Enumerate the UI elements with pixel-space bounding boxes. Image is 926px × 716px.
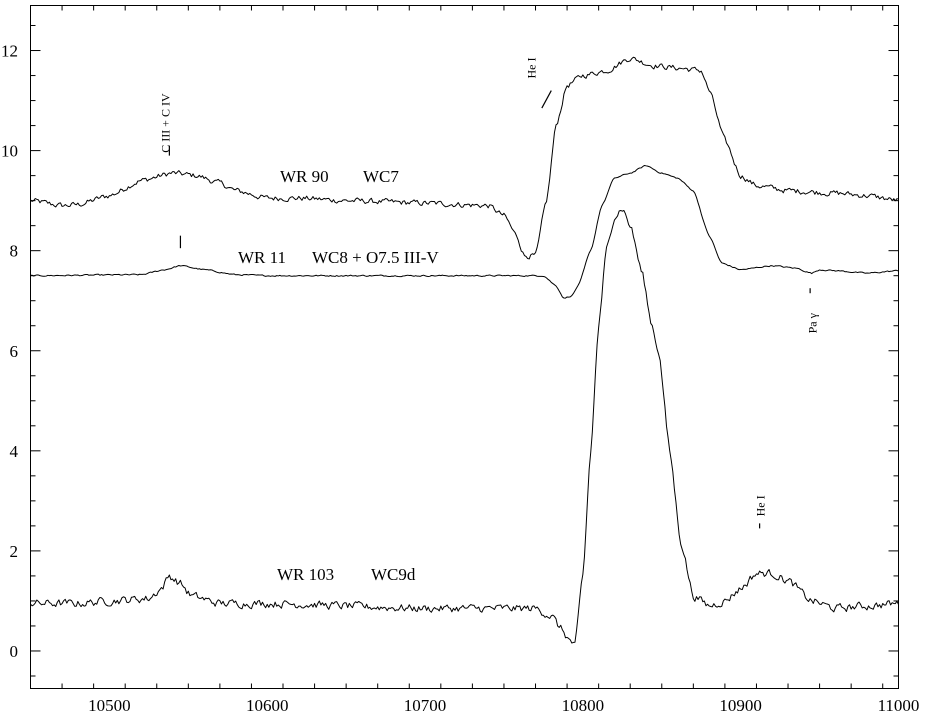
x-tick-label: 11000 — [878, 696, 920, 715]
pagamma-annotation-label: Pa γ — [805, 312, 819, 333]
y-tick-label: 10 — [1, 142, 18, 161]
line-annotations: C III + C IV He I Pa γ He I — [158, 58, 819, 529]
wr103-type-label: WC9d — [371, 565, 416, 584]
x-tick-label: 10600 — [246, 696, 289, 715]
y-tick-label: 2 — [10, 542, 19, 561]
x-tick-label: 10900 — [719, 696, 762, 715]
y-tick-label: 6 — [10, 342, 19, 361]
hei_top-annotation-label: He I — [525, 58, 539, 79]
wr90-spectrum-line — [30, 56, 899, 260]
wr11-spectrum-line — [30, 164, 899, 299]
x-tick-labels: 10500 10600 10700 10800 10900 11000 — [88, 696, 919, 715]
hei_bottom-annotation-label: He I — [753, 495, 767, 516]
axis-ticks — [30, 5, 899, 689]
x-tick-label: 10700 — [404, 696, 447, 715]
y-tick-labels: 0 2 4 6 8 10 12 — [1, 42, 19, 661]
wr90-type-label: WC7 — [363, 167, 399, 186]
y-tick-label: 8 — [10, 242, 19, 261]
wr103-name-label: WR 103 — [277, 565, 334, 584]
wr90-name-label: WR 90 — [280, 167, 329, 186]
ciiiciv-annotation-label: C III + C IV — [158, 93, 172, 153]
x-tick-label: 10500 — [88, 696, 131, 715]
plot-frame — [30, 5, 899, 689]
y-tick-label: 12 — [1, 42, 18, 61]
y-tick-label: 4 — [10, 442, 19, 461]
y-tick-label: 0 — [10, 642, 19, 661]
wr103-spectrum-line — [30, 209, 899, 644]
hei_top-marker — [541, 90, 552, 109]
wr11-type-label: WC8 + O7.5 III-V — [312, 248, 439, 267]
spectrum-lines — [30, 56, 899, 644]
wr11-name-label: WR 11 — [238, 248, 286, 267]
x-tick-label: 10800 — [562, 696, 605, 715]
star-labels: WR 90 WC7 WR 11 WC8 + O7.5 III-V WR 103 … — [238, 167, 439, 584]
